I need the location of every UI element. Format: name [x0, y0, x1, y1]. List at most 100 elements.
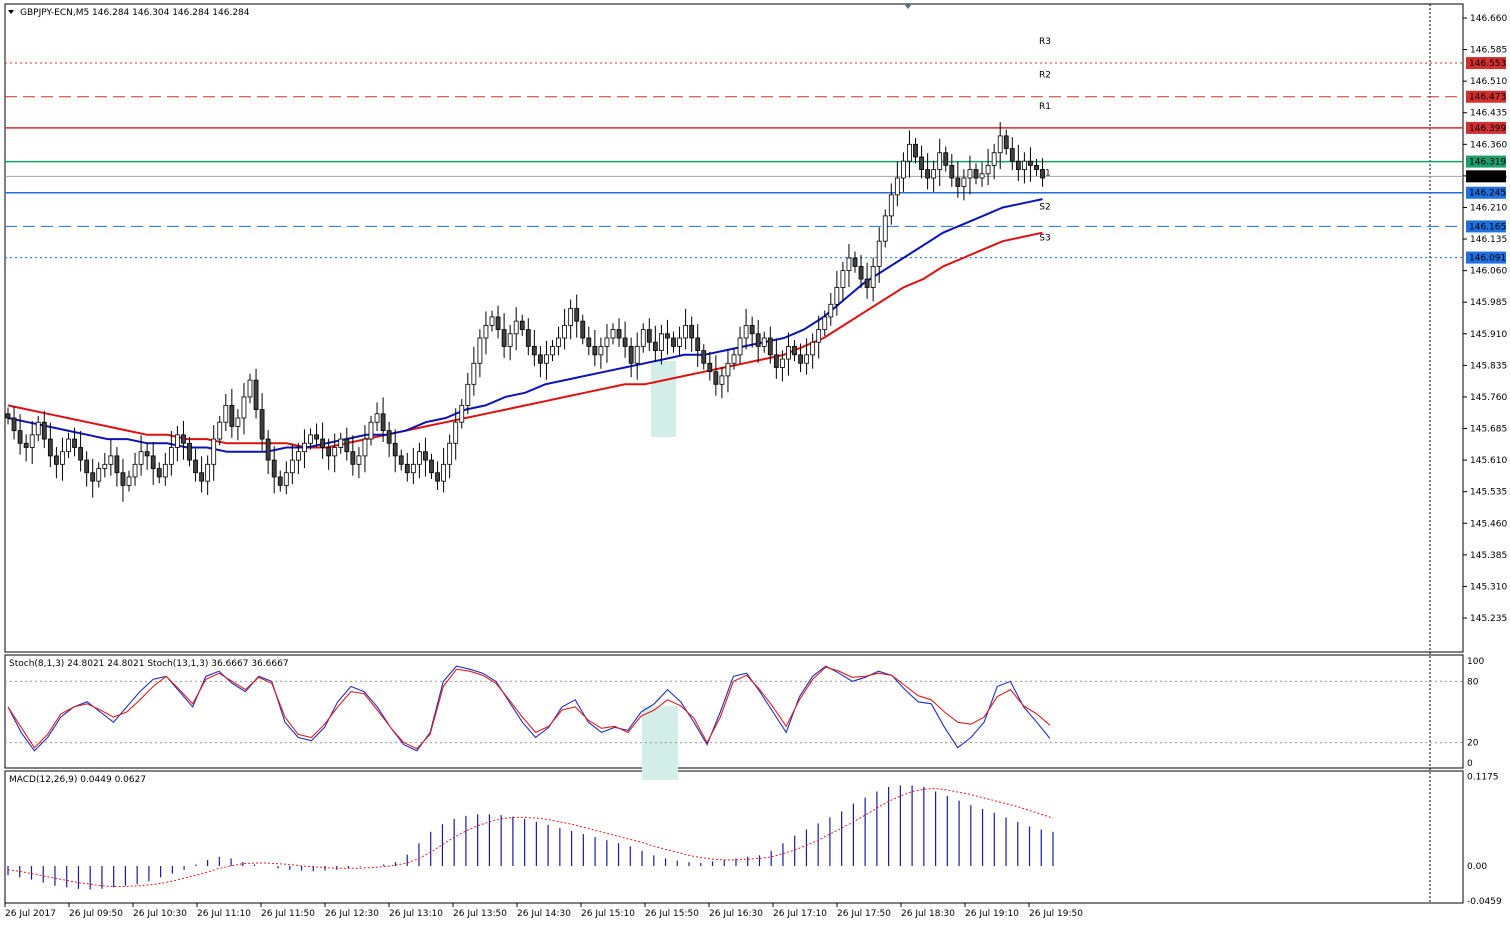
time-tick-label: 26 Jul 15:10 [581, 909, 635, 919]
candle-body [114, 455, 120, 474]
candle-body [447, 442, 453, 465]
candle-body [749, 324, 755, 335]
candle-body [683, 324, 688, 339]
level-price-label: 146.553 [1469, 59, 1506, 69]
level-price-label: 146.399 [1469, 124, 1506, 134]
candle-body [689, 324, 695, 339]
candle-body [54, 455, 59, 465]
candle-body [525, 329, 531, 347]
candle-body [864, 278, 870, 288]
candle-body [876, 240, 882, 267]
scroll-marker-icon[interactable] [904, 4, 912, 9]
candle-body [513, 320, 519, 335]
candle-body [223, 404, 229, 423]
time-tick-label: 26 Jul 11:10 [197, 909, 251, 919]
time-tick-label: 26 Jul 16:30 [709, 909, 763, 919]
candle-body [41, 421, 47, 440]
candle-body [574, 308, 580, 322]
candle-body [646, 329, 652, 343]
candle-body [804, 354, 809, 364]
candle-body [786, 346, 791, 360]
candle-body [894, 177, 900, 196]
price-tick-label: 146.135 [1470, 235, 1507, 245]
macd-histogram [7, 785, 1054, 890]
time-tick-label: 26 Jul 13:50 [453, 909, 507, 919]
candle-body [477, 337, 483, 364]
chart-menu-icon[interactable] [8, 10, 14, 14]
level-price-label: 146.284 [1469, 172, 1506, 182]
candle-body [550, 346, 555, 356]
candle-body [471, 362, 477, 385]
candle-body [731, 354, 737, 364]
candle-body [979, 173, 985, 179]
level-price-label: 146.319 [1469, 158, 1506, 168]
stoch-tick-label: 100 [1467, 657, 1484, 667]
moving-averages [7, 198, 1043, 453]
candle-body [761, 337, 767, 347]
candle-body [767, 337, 773, 356]
level-tag-R3: R3 [1039, 37, 1051, 47]
candle-body [108, 455, 114, 465]
candle-body [356, 455, 362, 465]
level-price-box [1466, 57, 1506, 70]
price-tick-label: 145.610 [1470, 456, 1507, 466]
time-tick-label: 26 Jul 2017 [5, 909, 56, 919]
candle-body [858, 266, 864, 280]
candle-body [707, 362, 713, 373]
level-price-label: 146.091 [1469, 254, 1506, 264]
candle-body [138, 451, 144, 465]
candle-body [622, 337, 628, 347]
candle-body [483, 324, 489, 339]
candle-body [429, 459, 434, 474]
candle-body [308, 434, 313, 444]
candle-body [241, 396, 247, 419]
level-price-box [1466, 251, 1506, 264]
candle-body [973, 169, 979, 179]
candle-body [828, 303, 834, 318]
candle-body [604, 337, 610, 347]
candle-body [120, 472, 126, 486]
candle-body [289, 459, 295, 474]
level-price-box [1466, 121, 1506, 134]
candle-body [435, 472, 440, 482]
macd-tick-label: 0.00 [1467, 862, 1487, 872]
candle-body [792, 346, 797, 356]
candle-body [386, 430, 392, 444]
candle-body [568, 308, 574, 326]
candle-body [392, 442, 398, 457]
candle-body [725, 362, 731, 377]
level-tag-S1: S1 [1039, 169, 1050, 179]
candle-body [90, 472, 96, 482]
candle-body [531, 346, 537, 356]
candle-body [931, 169, 937, 179]
candle-body [616, 329, 622, 339]
level-price-box [1466, 170, 1506, 183]
price-tick-label: 145.235 [1470, 614, 1507, 624]
candle-body [640, 329, 646, 347]
candle-body [840, 270, 846, 288]
candle-body [247, 379, 253, 398]
price-tick-label: 146.285 [1470, 172, 1507, 182]
candle-body [991, 152, 997, 166]
candle-body [592, 346, 598, 356]
stoch-panel-frame [4, 654, 1464, 769]
candle-body [162, 463, 168, 478]
price-tick-label: 145.385 [1470, 551, 1507, 561]
candle-body [181, 434, 186, 444]
stoch-tick-label: 0 [1467, 759, 1473, 769]
candle-body [925, 169, 930, 179]
time-tick-label: 26 Jul 18:30 [901, 909, 955, 919]
level-price-label: 146.165 [1469, 222, 1506, 232]
candle-body [398, 455, 404, 465]
candle-body [205, 463, 211, 482]
candle-body [29, 434, 35, 448]
price-tick-label: 145.310 [1470, 582, 1507, 592]
time-axis: 26 Jul 2017 26 Jul 09:50 26 Jul 10:30 26 Ju… [4, 903, 1083, 919]
candle-body [362, 438, 368, 457]
candle-body [11, 417, 17, 432]
candle-body [102, 463, 108, 469]
candle-body [132, 463, 138, 478]
candle-body [949, 164, 955, 179]
candle-body [217, 421, 223, 440]
